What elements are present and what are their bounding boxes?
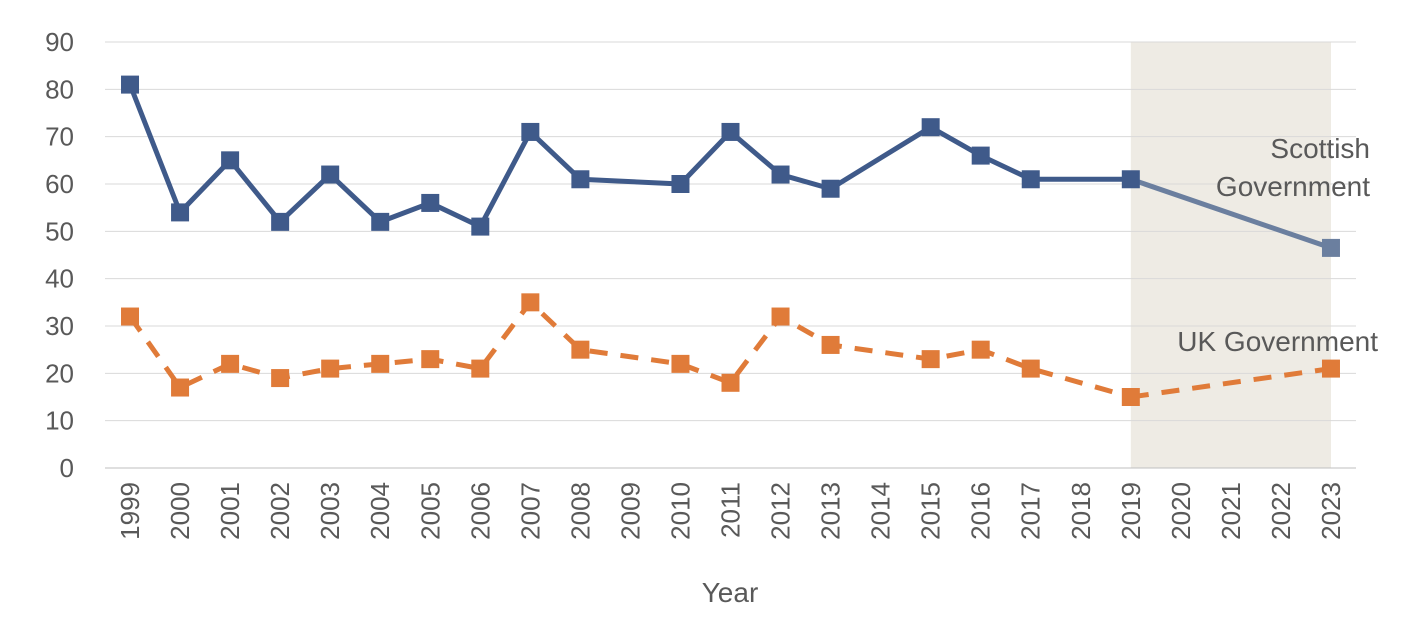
y-tick-label: 50	[45, 216, 74, 246]
data-point-marker	[121, 75, 140, 94]
data-point-marker	[921, 118, 940, 137]
x-tick-label: 2021	[1216, 482, 1246, 540]
data-point-marker	[321, 359, 340, 378]
highlight-band-layer	[1130, 42, 1331, 468]
x-tick-label: 2011	[716, 482, 746, 538]
data-point-marker	[671, 175, 690, 193]
y-tick-label: 90	[45, 27, 74, 57]
data-point-marker	[821, 335, 840, 354]
data-point-marker	[571, 170, 590, 189]
data-point-marker	[771, 165, 790, 184]
data-point-marker	[271, 369, 290, 388]
x-tick-label: 2013	[816, 482, 846, 540]
y-tick-label: 70	[45, 122, 74, 152]
x-tick-label: 2004	[365, 482, 395, 540]
data-point-marker	[371, 354, 390, 373]
x-tick-label: 2023	[1316, 482, 1346, 540]
data-point-marker	[321, 165, 340, 184]
data-point-marker	[521, 293, 540, 312]
y-tick-label: 0	[60, 453, 74, 483]
series-label: UK Government	[1177, 326, 1378, 357]
y-tick-label: 40	[45, 264, 74, 294]
series-labels: Scottish Government UK Government	[1177, 133, 1378, 357]
data-point-marker	[821, 179, 840, 198]
data-point-marker	[1321, 359, 1340, 378]
data-point-marker	[171, 378, 190, 397]
y-axis-tick-labels: 0 10 20 30 40 50 60 70 80 90	[45, 27, 74, 483]
x-tick-label: 2015	[916, 482, 946, 540]
series-projection-line-1	[1130, 366, 1332, 400]
x-tick-label: 2007	[515, 482, 545, 540]
projection-highlight-band	[1130, 42, 1331, 468]
series-label: Scottish	[1270, 133, 1370, 164]
x-tick-label: 2009	[615, 482, 645, 540]
data-point-marker	[221, 354, 240, 373]
x-tick-label: 2012	[766, 482, 796, 540]
x-tick-label: 2022	[1266, 482, 1296, 540]
x-axis-tick-labels: 1999 2000 2001 2002 2003 2004 2005 2006 2007 2008…	[115, 482, 1346, 540]
x-tick-label: 2019	[1116, 482, 1146, 540]
data-point-marker	[1121, 388, 1140, 406]
data-point-marker	[1021, 170, 1040, 189]
x-tick-label: 2000	[165, 482, 195, 540]
y-tick-label: 60	[45, 169, 74, 199]
data-point-marker	[171, 203, 190, 222]
data-point-marker	[1021, 359, 1040, 378]
data-point-marker	[1321, 238, 1340, 257]
series-markers	[121, 75, 1340, 406]
data-point-marker	[421, 193, 440, 212]
series-projection-line-0	[1130, 176, 1332, 251]
y-tick-label: 20	[45, 358, 74, 388]
x-tick-label: 2001	[215, 482, 245, 540]
data-point-marker	[971, 340, 990, 359]
x-tick-label: 2020	[1166, 482, 1196, 540]
data-point-marker	[421, 350, 440, 369]
data-point-marker	[271, 212, 290, 231]
x-tick-label: 2016	[966, 482, 996, 540]
data-point-marker	[971, 146, 990, 165]
x-tick-label: 2002	[265, 482, 295, 540]
data-point-marker	[471, 359, 490, 378]
x-axis-title: Year	[702, 577, 759, 608]
x-tick-label: 2005	[415, 482, 445, 540]
series-label: Government	[1216, 171, 1370, 202]
data-point-marker	[571, 340, 590, 359]
data-point-marker	[221, 151, 240, 170]
y-tick-label: 10	[45, 406, 74, 436]
x-tick-label: 2008	[565, 482, 595, 540]
x-tick-label: 2018	[1066, 482, 1096, 540]
data-point-marker	[721, 373, 740, 392]
y-tick-label: 30	[45, 311, 74, 341]
x-tick-label: 2003	[315, 482, 345, 540]
data-point-marker	[921, 350, 940, 369]
data-point-marker	[521, 122, 540, 141]
data-point-marker	[771, 307, 790, 326]
data-point-marker	[371, 212, 390, 231]
data-point-marker	[721, 122, 740, 141]
data-point-marker	[471, 217, 490, 236]
x-tick-label: 1999	[115, 482, 145, 540]
data-point-marker	[671, 354, 690, 373]
x-tick-label: 2006	[465, 482, 495, 540]
data-point-marker	[121, 307, 140, 326]
x-tick-label: 2014	[866, 482, 896, 540]
x-tick-label: 2017	[1016, 482, 1046, 540]
y-tick-label: 80	[45, 74, 74, 104]
data-point-marker	[1121, 170, 1140, 189]
x-tick-label: 2010	[665, 482, 695, 540]
